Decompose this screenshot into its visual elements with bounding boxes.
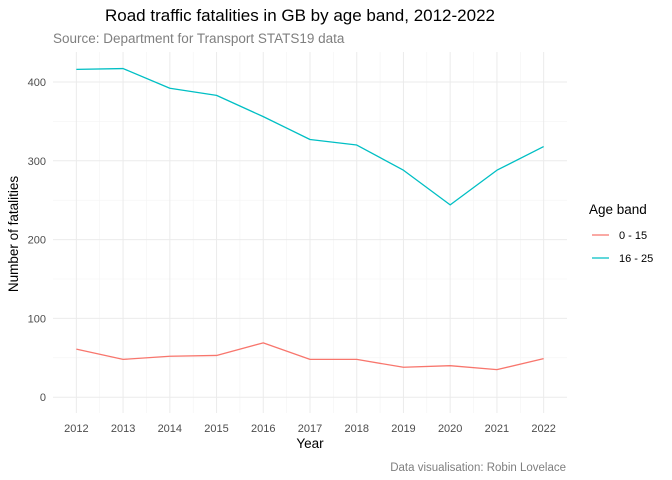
x-tick-label: 2021	[485, 423, 509, 435]
gridlines	[53, 52, 567, 413]
x-tick-label: 2015	[204, 423, 228, 435]
legend-label: 16 - 25	[619, 253, 653, 265]
y-tick-label: 0	[40, 392, 46, 404]
x-tick-label: 2014	[158, 423, 182, 435]
x-tick-label: 2016	[251, 423, 275, 435]
legend-label: 0 - 15	[619, 230, 647, 242]
legend: Age band 0 - 15 16 - 25	[589, 202, 653, 265]
x-axis-title: Year	[296, 436, 324, 451]
x-tick-label: 2022	[531, 423, 555, 435]
y-axis-ticks: 0 100 200 300 400	[28, 77, 46, 404]
x-tick-label: 2017	[298, 423, 322, 435]
y-tick-label: 300	[28, 156, 46, 168]
series-lines	[76, 67, 544, 371]
chart-subtitle: Source: Department for Transport STATS19…	[53, 31, 345, 46]
x-tick-label: 2018	[344, 423, 368, 435]
legend-items: 0 - 15 16 - 25	[592, 230, 653, 265]
x-tick-label: 2012	[64, 423, 88, 435]
x-tick-label: 2020	[438, 423, 462, 435]
legend-title: Age band	[589, 202, 647, 217]
series-line-1	[76, 342, 544, 371]
x-tick-label: 2013	[111, 423, 135, 435]
y-tick-label: 200	[28, 235, 46, 247]
x-axis-ticks: 2012 2013 2014 2015 2016 2017 2018 2019 2020 2021…	[64, 423, 556, 435]
y-axis-title: Number of fatalities	[6, 176, 21, 293]
y-tick-label: 400	[28, 77, 46, 89]
series-line-2	[76, 67, 544, 206]
chart-title: Road traffic fatalities in GB by age ban…	[105, 6, 495, 25]
chart-caption: Data visualisation: Robin Lovelace	[390, 462, 566, 474]
y-tick-label: 100	[28, 313, 46, 325]
x-tick-label: 2019	[391, 423, 415, 435]
